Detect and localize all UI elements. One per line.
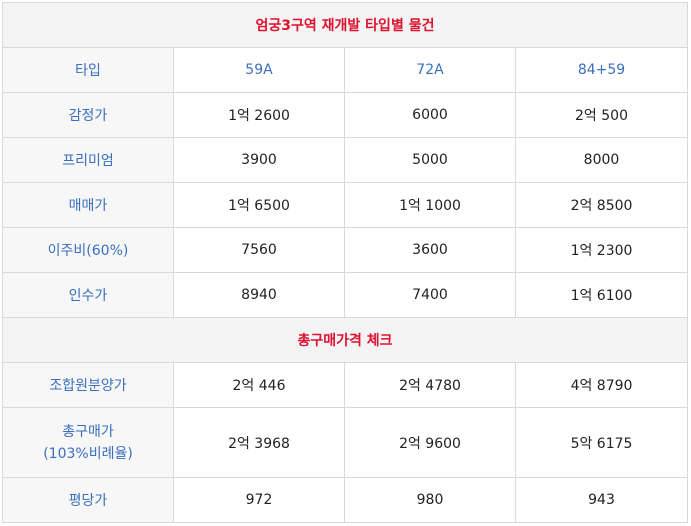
table-row: 프리미엄 3900 5000 8000	[2, 137, 688, 183]
cell-value: 972	[173, 477, 345, 523]
cell-value: 2억 9600	[344, 407, 516, 478]
cell-value: 2억 3968	[173, 407, 345, 478]
cell-value: 980	[344, 477, 516, 523]
type-84-59: 84+59	[515, 47, 688, 93]
cell-value: 1억 1000	[344, 182, 516, 228]
cell-value: 3900	[173, 137, 345, 183]
table-row: 감정가 1억 2600 6000 2억 500	[2, 92, 688, 138]
table-row: 조합원분양가 2억 446 2억 4780 4억 8790	[2, 362, 688, 408]
row-label-total-cost-line1: 총구매가	[62, 423, 114, 440]
table-row: 이주비(60%) 7560 3600 1억 2300	[2, 227, 688, 273]
cell-value: 1억 6100	[515, 272, 688, 318]
cell-value: 2억 8500	[515, 182, 688, 228]
section-title-row: 총구매가격 체크	[2, 317, 688, 363]
cell-value: 4억 8790	[515, 362, 688, 408]
section-title: 총구매가격 체크	[2, 317, 688, 363]
table-row: 평당가 972 980 943	[2, 477, 688, 523]
row-label-price-per-pyeong: 평당가	[2, 477, 174, 523]
row-label-sale-price: 매매가	[2, 182, 174, 228]
type-header-label: 타입	[2, 47, 174, 93]
cell-value: 7560	[173, 227, 345, 273]
cell-value: 943	[515, 477, 688, 523]
cell-value: 5악 6175	[515, 407, 688, 478]
cell-value: 3600	[344, 227, 516, 273]
cell-value: 1억 2300	[515, 227, 688, 273]
table-title: 엄궁3구역 재개발 타입별 물건	[2, 2, 688, 48]
type-header-row: 타입 59A 72A 84+59	[2, 47, 688, 93]
row-label-appraisal: 감정가	[2, 92, 174, 138]
cell-value: 1억 2600	[173, 92, 345, 138]
table-row: 매매가 1억 6500 1억 1000 2억 8500	[2, 182, 688, 228]
cell-value: 2억 4780	[344, 362, 516, 408]
cell-value: 6000	[344, 92, 516, 138]
row-label-total-cost-line2: (103%비례율)	[43, 445, 133, 462]
cell-value: 7400	[344, 272, 516, 318]
cell-value: 1억 6500	[173, 182, 345, 228]
cell-value: 8940	[173, 272, 345, 318]
type-59a: 59A	[173, 47, 345, 93]
row-label-premium: 프리미엄	[2, 137, 174, 183]
type-72a: 72A	[344, 47, 516, 93]
cell-value: 5000	[344, 137, 516, 183]
cell-value: 8000	[515, 137, 688, 183]
table-row: 총구매가 (103%비례율) 2억 3968 2억 9600 5악 6175	[2, 407, 688, 478]
row-label-total-cost: 총구매가 (103%비례율)	[2, 407, 174, 478]
row-label-member-price: 조합원분양가	[2, 362, 174, 408]
cell-value: 2억 446	[173, 362, 345, 408]
title-row: 엄궁3구역 재개발 타입별 물건	[2, 2, 688, 48]
row-label-acquisition-price: 인수가	[2, 272, 174, 318]
table-row: 인수가 8940 7400 1억 6100	[2, 272, 688, 318]
row-label-relocation-loan: 이주비(60%)	[2, 227, 174, 273]
cell-value: 2억 500	[515, 92, 688, 138]
